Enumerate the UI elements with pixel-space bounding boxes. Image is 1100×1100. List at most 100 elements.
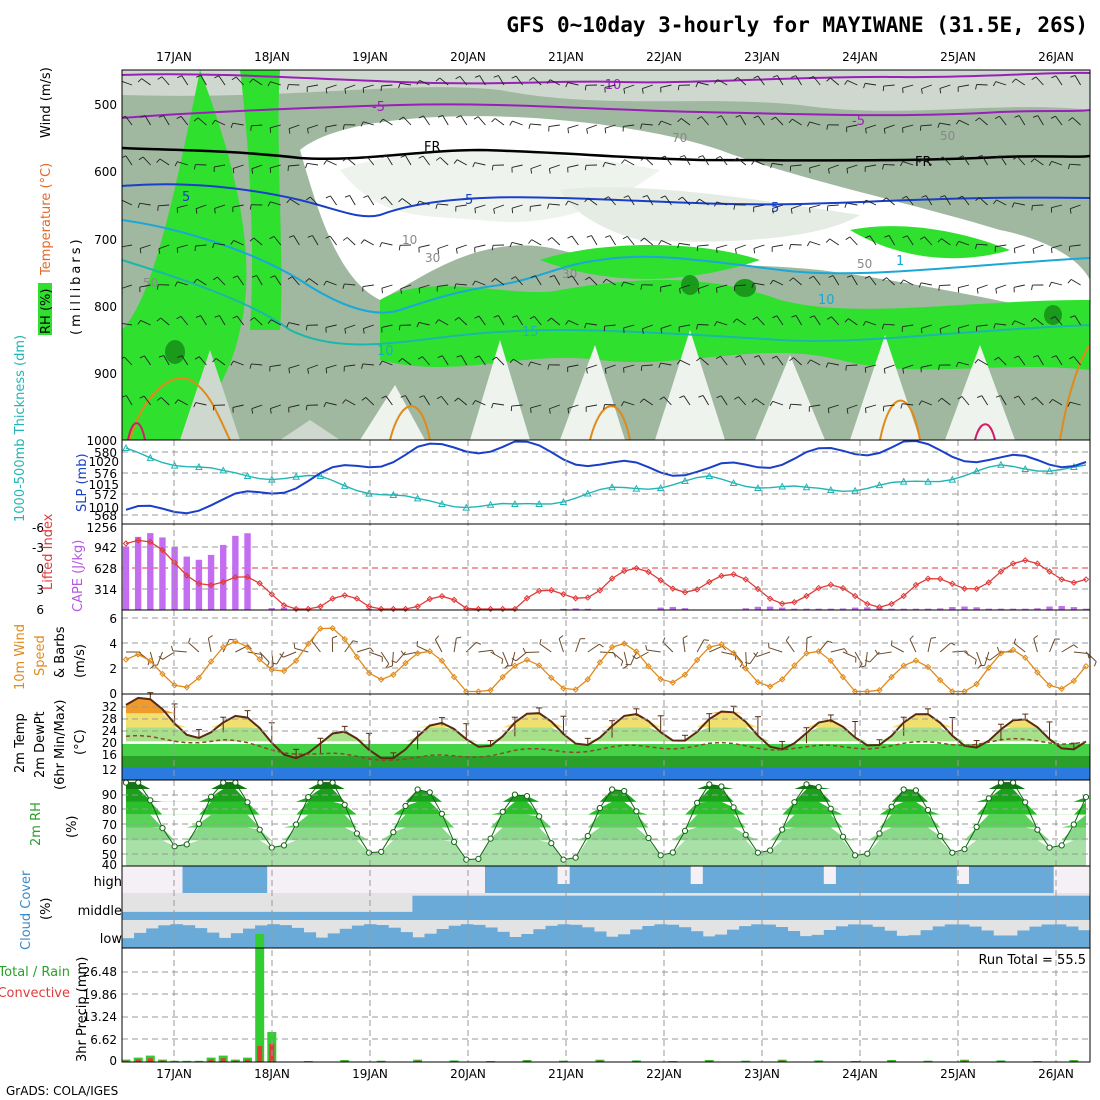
upper-wind-barb (847, 80, 858, 86)
thickness-marker (754, 483, 762, 491)
cloud-high-cell (618, 866, 631, 893)
cloud-high-cell (1053, 866, 1067, 893)
upper-wind-barb (976, 243, 988, 246)
upper-wind-barb (496, 356, 505, 366)
upper-wind-barb-flag (677, 118, 682, 123)
ylabel-wind10m-a: 10m Wind (13, 624, 28, 690)
upper-wind-barb (458, 317, 468, 326)
upper-wind-barb (831, 316, 840, 326)
upper-wind-barb (270, 319, 282, 326)
cloud-low-cell (267, 924, 280, 948)
cloud-low-cell (690, 931, 704, 948)
wind10m-barb-flag (387, 665, 393, 668)
lifted-index-marker (535, 587, 543, 595)
cloud-high-cell (206, 866, 220, 893)
upper-wind-barb (922, 158, 933, 166)
precip-tick-13: 13.24 (83, 1010, 117, 1024)
upper-wind-barb (307, 364, 319, 370)
lifted-index-marker (803, 592, 810, 600)
thickness-marker (656, 483, 665, 491)
upper-wind-barb (720, 395, 728, 406)
lifted-index-marker (961, 585, 968, 592)
lifted-index-marker (511, 605, 519, 613)
wind10m-marker (450, 673, 458, 681)
wind10m-marker (317, 625, 324, 632)
upper-wind-barb-flag (995, 155, 1001, 159)
rh2m-marker (718, 783, 725, 790)
upper-wind-barb-flag (1033, 355, 1039, 358)
precip-convective-bar (524, 1060, 530, 1062)
cape-bar (961, 606, 968, 610)
upper-wind-barb (720, 355, 728, 366)
wind10m-marker (645, 663, 652, 670)
wind10m-barb-flag (501, 658, 504, 665)
upper-wind-barb-flag (679, 395, 685, 399)
upper-wind-barb-flag (883, 128, 886, 134)
wind10m-barb (294, 647, 309, 653)
wind10m-barb (830, 648, 845, 653)
slp-axis: 580 576 572 568 1020 1015 1010 1000-500m… (13, 335, 119, 523)
wind10m-barb-flag (539, 638, 542, 645)
upper-wind-barb-flag (177, 75, 183, 79)
upper-wind-barb-flag (733, 77, 739, 81)
upper-wind-barb (1037, 115, 1044, 126)
cloud-mid-cell (993, 895, 1006, 920)
upper-wind-barb (381, 84, 393, 87)
upper-wind-barb (604, 124, 616, 129)
upper-wind-barb (886, 277, 895, 286)
cloud-low-cell (291, 927, 304, 948)
upper-wind-barb (144, 355, 151, 366)
rh2m-marker (888, 803, 895, 810)
upper-wind-barb-flag (993, 199, 997, 205)
cloud-low-cell (811, 934, 825, 948)
wind10m-barb (696, 639, 705, 653)
upper-wind-barb (697, 244, 709, 247)
upper-wind-barb-flag (435, 157, 441, 161)
upper-wind-barb-flag (193, 402, 197, 408)
upper-wind-barb-flag (1050, 248, 1053, 254)
upper-wind-barb-flag (807, 359, 811, 365)
upper-wind-barb-flag (360, 121, 364, 127)
upper-wind-barb (758, 355, 765, 366)
upper-wind-barb (679, 284, 691, 289)
upper-wind-barb-flag (900, 279, 904, 285)
upper-wind-barb-flag (307, 368, 309, 374)
upper-wind-barb-flag (807, 241, 811, 247)
upper-wind-barb-flag (232, 275, 238, 279)
cape-bar (985, 608, 992, 610)
cloud-mid-cell (376, 911, 389, 920)
lifted-index-marker (766, 595, 774, 602)
rh2m-marker (511, 791, 519, 798)
upper-wind-barb-flag (456, 355, 462, 358)
contour-minus5 (122, 103, 1090, 119)
upper-wind-barb-flag (772, 315, 778, 319)
upper-wind-barb-flag (900, 161, 904, 167)
contour-20-21jan (589, 405, 631, 441)
rh2m-marker (1034, 826, 1041, 833)
upper-wind-barb-flag (305, 196, 311, 201)
thickness-marker (1021, 464, 1030, 473)
upper-wind-barb (699, 198, 709, 206)
upper-wind-barb-flag (530, 275, 536, 279)
ylabel-rh2m-unit: (%) (65, 816, 80, 839)
wind10m-marker (572, 686, 579, 693)
lifted-index-marker (621, 567, 628, 575)
upper-wind-barb-flag (808, 75, 814, 80)
cloud-high-cell (533, 866, 546, 893)
upper-wind-barb-flag (270, 275, 276, 279)
upper-wind-barb (981, 395, 988, 406)
cloud-high-cell (654, 866, 667, 893)
contour-label-p15: 15 (522, 325, 539, 340)
cape-bar (1082, 608, 1090, 610)
wind10m-marker (548, 674, 555, 681)
upper-wind-barb (941, 238, 951, 246)
wind10m-barb-flag (1073, 644, 1078, 649)
ylabel-precip-total: Total / Rain (0, 965, 70, 980)
lifted-index-marker (851, 592, 859, 600)
wind10m-barb (356, 647, 371, 653)
upper-wind-barb (386, 155, 393, 166)
upper-wind-barb-flag (791, 75, 797, 78)
ylabel-rh2m: 2m RH (29, 802, 44, 846)
precip-convective-bar (706, 1060, 712, 1062)
thickness-marker (340, 481, 349, 489)
